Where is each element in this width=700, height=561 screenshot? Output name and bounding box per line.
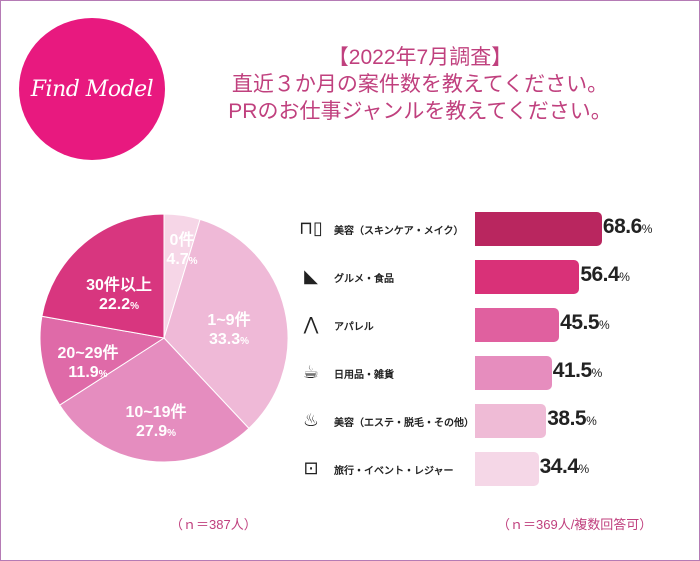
pie-slice: [39, 315, 166, 406]
suitcase-icon: ⊡: [303, 458, 319, 479]
find-model-logo: Find Model: [19, 18, 165, 160]
bar-row: ◣ グルメ・食品 56.4%: [298, 260, 698, 294]
bar-sample-note: （ｎ＝369人/複数回答可）: [497, 517, 653, 532]
bar-category-label: 美容（スキンケア・メイク）: [334, 226, 464, 237]
bar-category-label: 旅行・イベント・レジャー: [334, 466, 454, 477]
pie-sample-note: （ｎ＝387人）: [170, 517, 257, 532]
pie-category-label: 1~9件: [207, 312, 251, 329]
bar-value-label: 38.5%: [547, 407, 597, 430]
pie-category-label: 10~19件: [125, 404, 187, 421]
bar-row: ⊓▯ 美容（スキンケア・メイク） 68.6%: [298, 212, 698, 246]
pie-value-label: 33.3%: [208, 331, 250, 348]
bar-category-label: 日用品・雑貨: [334, 370, 394, 381]
pie-value-label: 11.9%: [68, 364, 108, 381]
bar-value-label: 45.5%: [560, 311, 610, 334]
pie-category-label: 30件以上: [86, 277, 152, 294]
bar-row: ⋀ アパレル 45.5%: [298, 308, 698, 342]
bar-value-label: 68.6%: [602, 215, 653, 238]
pie-category-label: 20~29件: [57, 345, 119, 362]
bar: [475, 356, 552, 390]
pie-label: 0件 4.7%: [166, 231, 197, 271]
bar-row: ☕ 日用品・雑貨 41.5%: [298, 356, 698, 390]
bar-category-label: 美容（エステ・脱毛・その他）: [334, 418, 474, 429]
logo-text: Find Model: [30, 76, 154, 102]
pie-value-label: 27.9%: [135, 423, 177, 440]
pie-value-label: 4.7%: [166, 251, 198, 268]
pie-label: 1~9件 33.3%: [207, 311, 250, 351]
page-title: 【2022年7月調査】 直近３か月の案件数を教えてください。 PRのお仕事ジャン…: [190, 44, 650, 125]
title-line-1: 【2022年7月調査】: [327, 46, 513, 69]
bar-category-label: グルメ・食品: [334, 274, 394, 285]
title-line-2: 直近３か月の案件数を教えてください。: [231, 73, 609, 96]
bar-row: ♨ 美容（エステ・脱毛・その他） 38.5%: [298, 404, 698, 438]
bar: [475, 212, 602, 246]
pie-category-label: 0件: [169, 232, 195, 249]
pizza-icon: ◣: [304, 266, 318, 287]
bar: [475, 452, 539, 486]
bar-value-label: 41.5%: [552, 359, 603, 382]
bar-value-label: 34.4%: [539, 455, 590, 478]
bar-category-label: アパレル: [334, 322, 374, 333]
bar: [475, 308, 560, 342]
bar-value-label: 56.4%: [580, 263, 630, 286]
cup-icon: ☕: [302, 362, 320, 383]
pants-icon: ⋀: [303, 314, 319, 335]
pie-label: 20~29件 11.9%: [58, 344, 119, 384]
bar-row: ⊡ 旅行・イベント・レジャー 34.4%: [298, 452, 698, 486]
cosmetics-icon: ⊓▯: [299, 218, 323, 239]
pie-slice: [163, 218, 289, 430]
pie-slice: [41, 213, 165, 339]
pie-slice: [59, 337, 250, 463]
bar: [475, 404, 547, 438]
pie-label: 30件以上 22.2%: [86, 276, 152, 316]
massage-icon: ♨: [302, 410, 320, 431]
bar: [475, 260, 580, 294]
pie-label: 10~19件 27.9%: [126, 403, 187, 443]
title-line-3: PRのお仕事ジャンルを教えてください。: [228, 100, 612, 123]
pie-value-label: 22.2%: [98, 296, 140, 313]
